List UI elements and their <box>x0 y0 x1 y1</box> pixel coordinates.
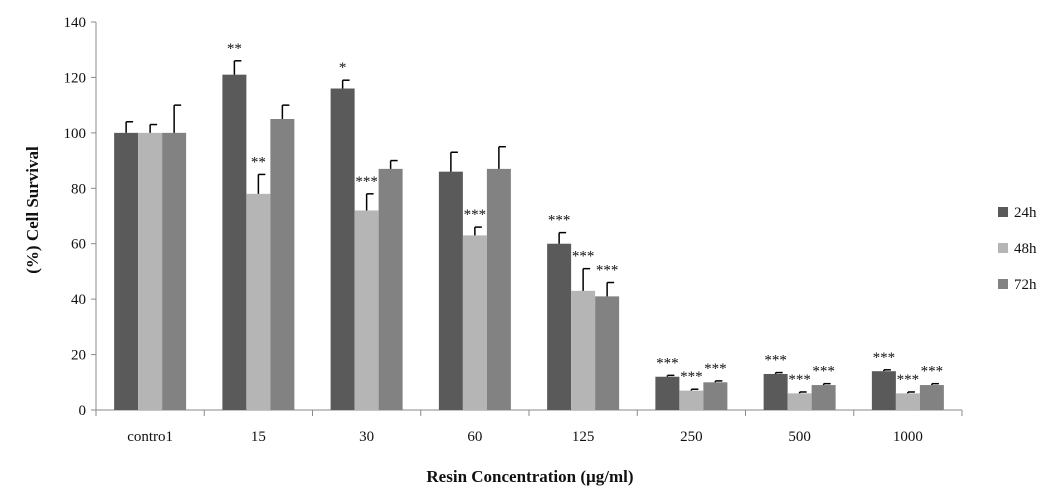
bar-72h-60 <box>486 168 511 410</box>
significance-label: *** <box>464 207 487 223</box>
significance-label: ** <box>227 41 242 57</box>
bar-24h-250 <box>655 376 680 410</box>
y-tick-label: 100 <box>64 126 87 142</box>
bar-48h-250 <box>679 390 704 410</box>
x-tick-label: 1000 <box>893 429 923 445</box>
bar-48h-15 <box>246 193 271 410</box>
y-axis-title: (%) Cell Survival <box>23 146 42 274</box>
bar-72h-30 <box>378 168 403 410</box>
significance-label: *** <box>764 353 787 369</box>
bar-24h-60 <box>438 171 463 410</box>
bar-72h-contro1 <box>162 132 187 410</box>
bar-48h-1000 <box>895 393 920 410</box>
x-tick-label: contro1 <box>127 429 173 445</box>
significance-label: *** <box>680 369 703 385</box>
bar-48h-125 <box>571 290 596 410</box>
bar-48h-500 <box>787 393 812 410</box>
significance-label: *** <box>548 213 571 229</box>
significance-label: *** <box>921 364 944 380</box>
bar-24h-1000 <box>871 371 896 410</box>
bar-24h-30 <box>330 88 355 410</box>
bar-72h-250 <box>703 382 728 410</box>
significance-label: * <box>339 60 347 76</box>
bar-24h-500 <box>763 373 788 410</box>
bar-24h-contro1 <box>114 132 139 410</box>
legend-label-24h: 24h <box>1014 205 1037 221</box>
bar-48h-contro1 <box>138 132 163 410</box>
legend-swatch-72h <box>998 279 1008 289</box>
significance-label: *** <box>704 361 727 377</box>
x-axis-title: Resin Concentration (µg/ml) <box>426 467 633 486</box>
x-tick-label: 15 <box>251 429 266 445</box>
significance-label: *** <box>788 372 811 388</box>
legend-swatch-48h <box>998 243 1008 253</box>
y-tick-label: 20 <box>71 348 86 364</box>
significance-label: *** <box>572 249 595 265</box>
y-tick-label: 120 <box>64 70 87 86</box>
y-tick-label: 40 <box>71 292 86 308</box>
legend-swatch-24h <box>998 207 1008 217</box>
bar-48h-60 <box>462 235 487 410</box>
significance-label: *** <box>897 372 920 388</box>
legend-label-72h: 72h <box>1014 277 1037 293</box>
x-tick-label: 250 <box>680 429 703 445</box>
x-tick-label: 500 <box>788 429 811 445</box>
bar-24h-125 <box>547 243 572 410</box>
significance-label: *** <box>812 364 835 380</box>
bar-72h-500 <box>811 385 836 410</box>
bar-72h-1000 <box>919 385 944 410</box>
significance-label: ** <box>251 154 266 170</box>
significance-label: *** <box>596 263 619 279</box>
legend-label-48h: 48h <box>1014 241 1037 257</box>
significance-label: *** <box>656 355 679 371</box>
y-tick-label: 80 <box>71 181 86 197</box>
significance-label: *** <box>355 174 378 190</box>
x-tick-label: 125 <box>572 429 595 445</box>
bar-48h-30 <box>354 210 379 410</box>
legend: 24h 48h 72h <box>998 205 1037 293</box>
x-tick-label: 60 <box>467 429 482 445</box>
y-tick-label: 0 <box>79 403 87 419</box>
y-tick-label: 60 <box>71 237 86 253</box>
x-tick-label: 30 <box>359 429 374 445</box>
y-tick-label: 140 <box>64 15 87 31</box>
significance-label: *** <box>873 350 896 366</box>
bar-24h-15 <box>222 74 247 411</box>
bar-72h-125 <box>595 296 620 410</box>
bar-72h-15 <box>270 119 295 410</box>
plot-area: 0 20 40 60 80 100 120 140 contro1 15 30 60 125 250 500… <box>64 15 963 445</box>
